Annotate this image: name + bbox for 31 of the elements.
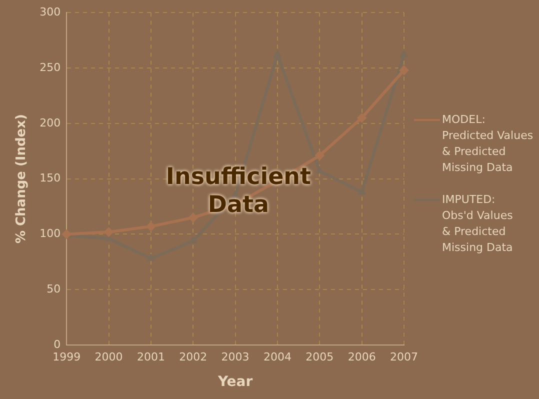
x-tick-label: 1999 (52, 350, 81, 364)
point (146, 254, 156, 262)
y-tick-label: 0 (54, 338, 61, 351)
point (400, 50, 408, 58)
y-tick-label: 300 (40, 5, 61, 18)
y-axis-title: % Change (Index) (14, 114, 30, 244)
point (146, 221, 156, 232)
y-tick-label: 100 (40, 227, 61, 240)
y-tick-label: 50 (46, 282, 61, 296)
point (357, 187, 366, 195)
y-tick-label: 250 (40, 60, 61, 74)
y-tick-label: 150 (40, 172, 61, 185)
point (356, 112, 367, 123)
x-tick-label: 2000 (94, 350, 123, 364)
x-axis-title: Year (216, 374, 253, 390)
point (273, 50, 282, 58)
x-tick-label: 2003 (221, 350, 250, 364)
x-tick-label: 2004 (263, 350, 292, 364)
point (399, 65, 409, 76)
x-tick-label: 2001 (136, 350, 165, 364)
legend-label: MODEL: Predicted Values & Predicted Missing Data (442, 113, 534, 174)
x-tick-label: 2005 (306, 350, 334, 364)
x-tick-label: 2006 (348, 350, 376, 364)
legend-label: IMPUTED: Obs'd Values & Predicted Missing Data (442, 193, 513, 254)
point (314, 150, 325, 161)
x-tick-label: 2007 (390, 350, 418, 364)
annotation: Insufficient Data (164, 163, 312, 219)
point (104, 226, 114, 237)
y-tick-label: 200 (40, 116, 61, 130)
x-tick-label: 2002 (179, 350, 208, 364)
point (188, 212, 198, 223)
